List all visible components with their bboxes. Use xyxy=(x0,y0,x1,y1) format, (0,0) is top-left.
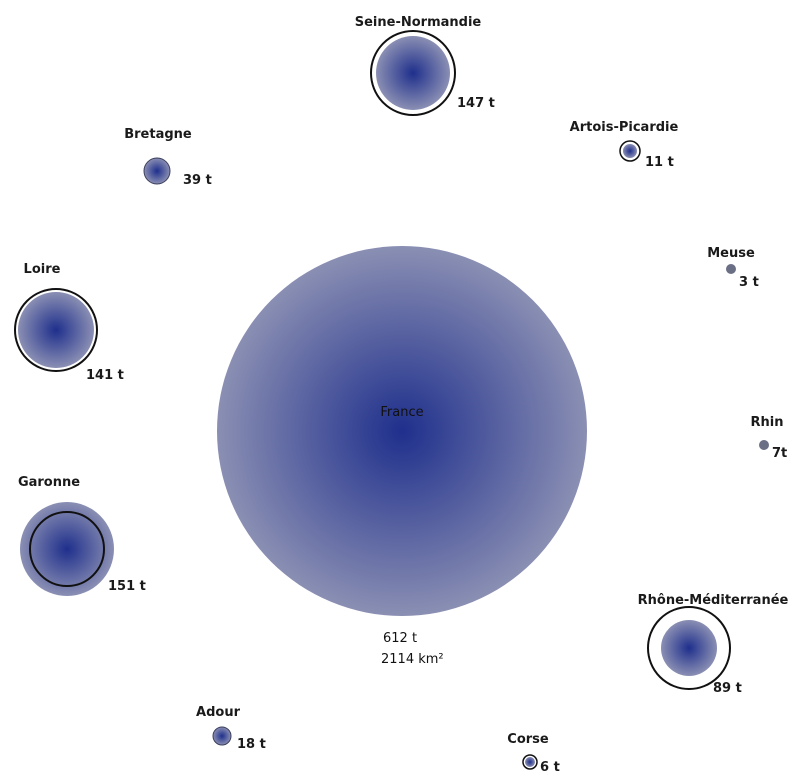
meuse-value: 3 t xyxy=(739,275,759,290)
adour-name: Adour xyxy=(196,705,241,720)
adour-ring xyxy=(212,726,232,746)
rhone-mediterranee-bubble xyxy=(661,620,717,676)
france-node: France 612 t 2114 km² xyxy=(217,246,587,667)
bretagne-bubble xyxy=(144,158,170,184)
corse-value: 6 t xyxy=(540,760,560,774)
adour-value: 18 t xyxy=(237,737,266,752)
basin-artois-picardie: Artois-Picardie 11 t xyxy=(570,120,679,170)
seine-normandie-name: Seine-Normandie xyxy=(355,15,482,30)
basin-meuse: Meuse 3 t xyxy=(707,246,759,290)
garonne-name: Garonne xyxy=(18,475,80,490)
loire-ring xyxy=(14,288,98,372)
rhin-value: 7t xyxy=(772,446,787,461)
basin-rhone-mediterranee: Rhône-Méditerranée 89 t xyxy=(638,593,789,696)
rhone-mediterranee-name: Rhône-Méditerranée xyxy=(638,593,789,608)
basin-adour: Adour 18 t xyxy=(196,705,266,752)
garonne-bubble xyxy=(20,502,114,596)
seine-normandie-value: 147 t xyxy=(457,96,495,111)
rhin-name: Rhin xyxy=(751,415,784,430)
corse-bubble xyxy=(525,757,535,767)
basin-loire: Loire 141 t xyxy=(14,262,124,383)
corse-name: Corse xyxy=(507,732,549,747)
basin-bretagne: Bretagne 39 t xyxy=(124,127,212,188)
rhone-mediterranee-value: 89 t xyxy=(713,681,742,696)
adour-bubble xyxy=(213,727,231,745)
bretagne-ring xyxy=(143,157,171,185)
seine-normandie-ring xyxy=(370,30,456,116)
artois-picardie-bubble xyxy=(623,144,637,158)
france-tonnage-label: 612 t xyxy=(383,631,417,646)
france-name-label: France xyxy=(380,405,423,420)
garonne-value: 151 t xyxy=(108,579,146,594)
seine-normandie-bubble xyxy=(376,36,450,110)
bretagne-value: 39 t xyxy=(183,173,212,188)
loire-name: Loire xyxy=(24,262,61,277)
corse-ring xyxy=(522,754,538,770)
rhone-mediterranee-ring xyxy=(647,606,731,690)
artois-picardie-ring xyxy=(619,140,641,162)
france-area-label: 2114 km² xyxy=(381,652,444,667)
bretagne-name: Bretagne xyxy=(124,127,192,142)
basin-seine-normandie: Seine-Normandie 147 t xyxy=(355,15,495,116)
artois-picardie-value: 11 t xyxy=(645,155,674,170)
artois-picardie-name: Artois-Picardie xyxy=(570,120,679,135)
meuse-name: Meuse xyxy=(707,246,755,261)
basin-garonne: Garonne 151 t xyxy=(18,475,146,596)
loire-bubble xyxy=(18,292,94,368)
garonne-ring xyxy=(29,511,105,587)
loire-value: 141 t xyxy=(86,368,124,383)
basin-rhin: Rhin 7t xyxy=(751,415,788,461)
basin-corse: Corse 6 t xyxy=(507,732,560,774)
rhin-bubble xyxy=(759,440,769,450)
meuse-bubble xyxy=(726,264,736,274)
france-bubble xyxy=(217,246,587,616)
